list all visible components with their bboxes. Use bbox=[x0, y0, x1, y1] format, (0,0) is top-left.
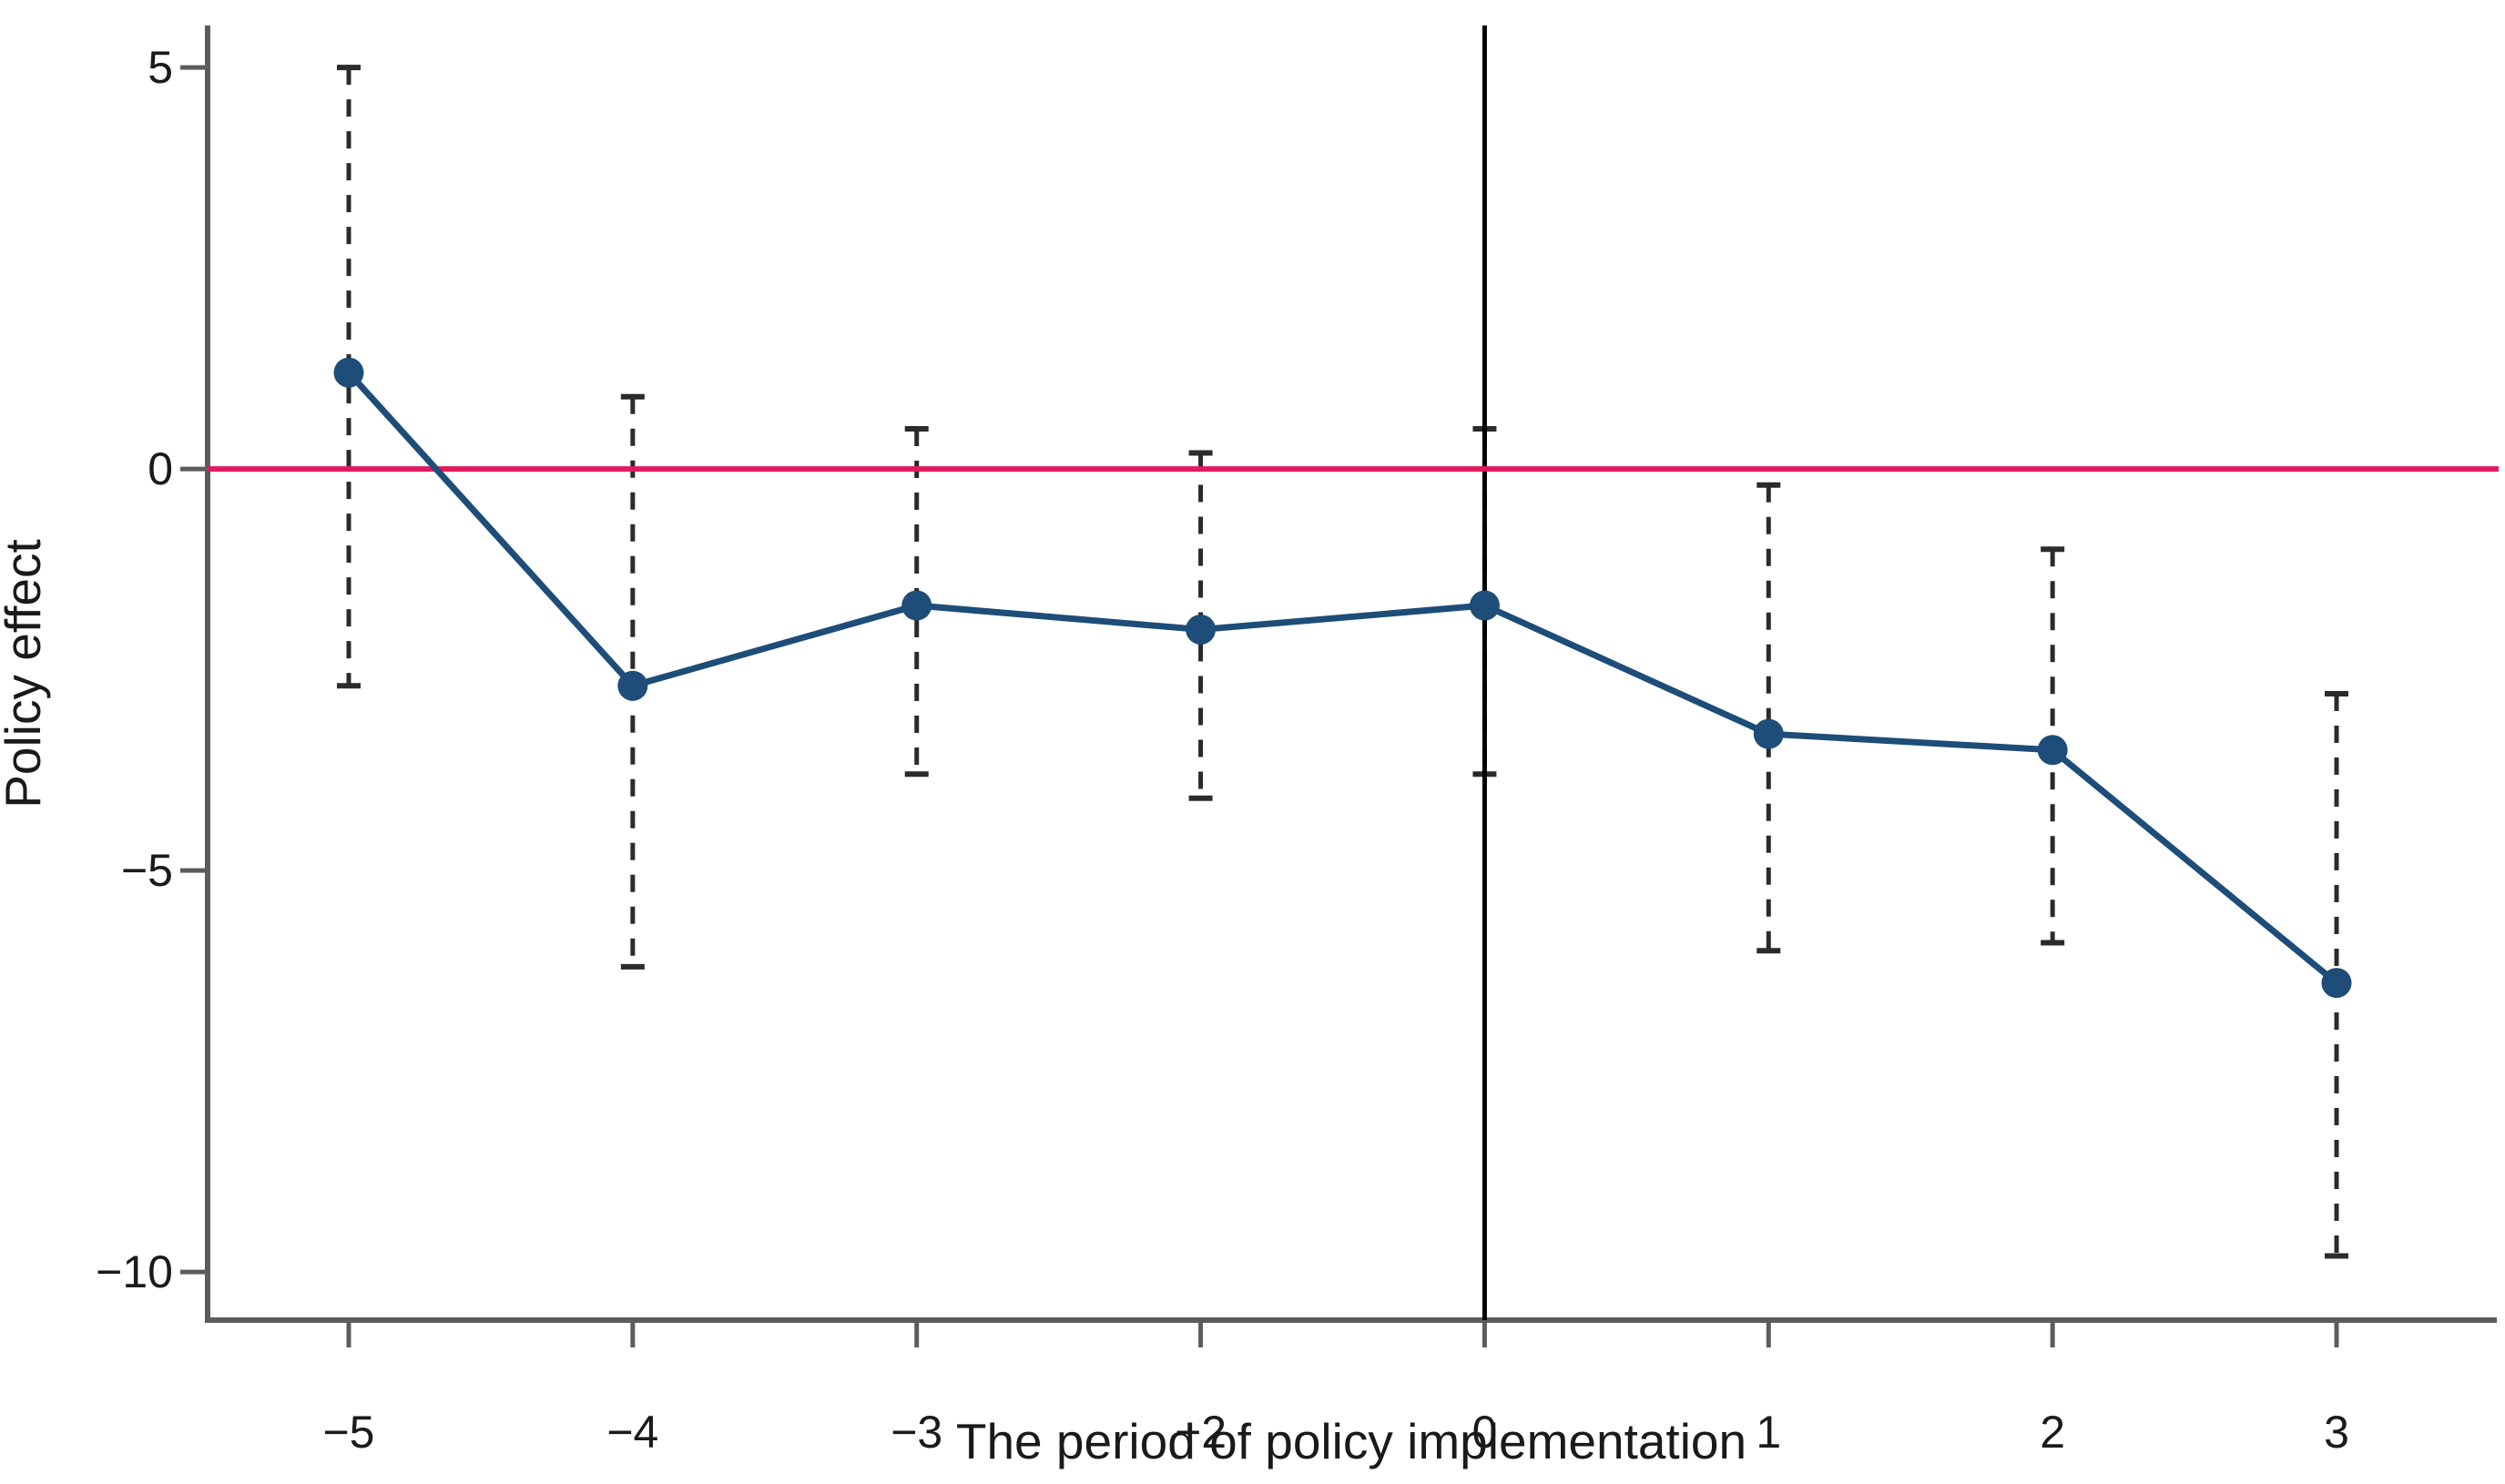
data-point bbox=[1186, 614, 1217, 645]
data-point bbox=[1753, 718, 1784, 749]
y-tick-label: −10 bbox=[96, 1246, 173, 1297]
data-point bbox=[1469, 590, 1500, 621]
x-tick-label: −2 bbox=[1175, 1407, 1227, 1458]
reference-lines-layer bbox=[208, 25, 2499, 1320]
x-tick-label: 1 bbox=[1756, 1407, 1781, 1458]
data-point bbox=[2321, 968, 2352, 999]
x-tick-label: −4 bbox=[606, 1407, 658, 1458]
x-tick-label: −5 bbox=[322, 1407, 374, 1458]
series-layer bbox=[333, 357, 2352, 999]
y-tick-label: 5 bbox=[148, 42, 173, 93]
axes-layer: 5 0 −5 −10 −5 −4 −3 −2 0 1 2 3 bbox=[96, 25, 2497, 1458]
x-axis-title: The period of policy implementation bbox=[956, 1413, 1746, 1469]
error-bars-layer bbox=[337, 65, 2348, 1259]
series-line bbox=[346, 370, 2339, 986]
y-tick-label: 0 bbox=[148, 443, 173, 494]
x-tick-label: 0 bbox=[1472, 1407, 1498, 1458]
x-tick-label: −3 bbox=[891, 1407, 942, 1458]
data-point bbox=[333, 357, 364, 388]
y-tick-label: −5 bbox=[121, 845, 173, 896]
data-point bbox=[901, 590, 932, 621]
y-axis-title: Policy effect bbox=[0, 539, 51, 808]
data-point bbox=[2037, 735, 2068, 766]
x-tick-label: 3 bbox=[2324, 1407, 2349, 1458]
data-point bbox=[617, 670, 648, 701]
x-tick-label: 2 bbox=[2040, 1407, 2065, 1458]
